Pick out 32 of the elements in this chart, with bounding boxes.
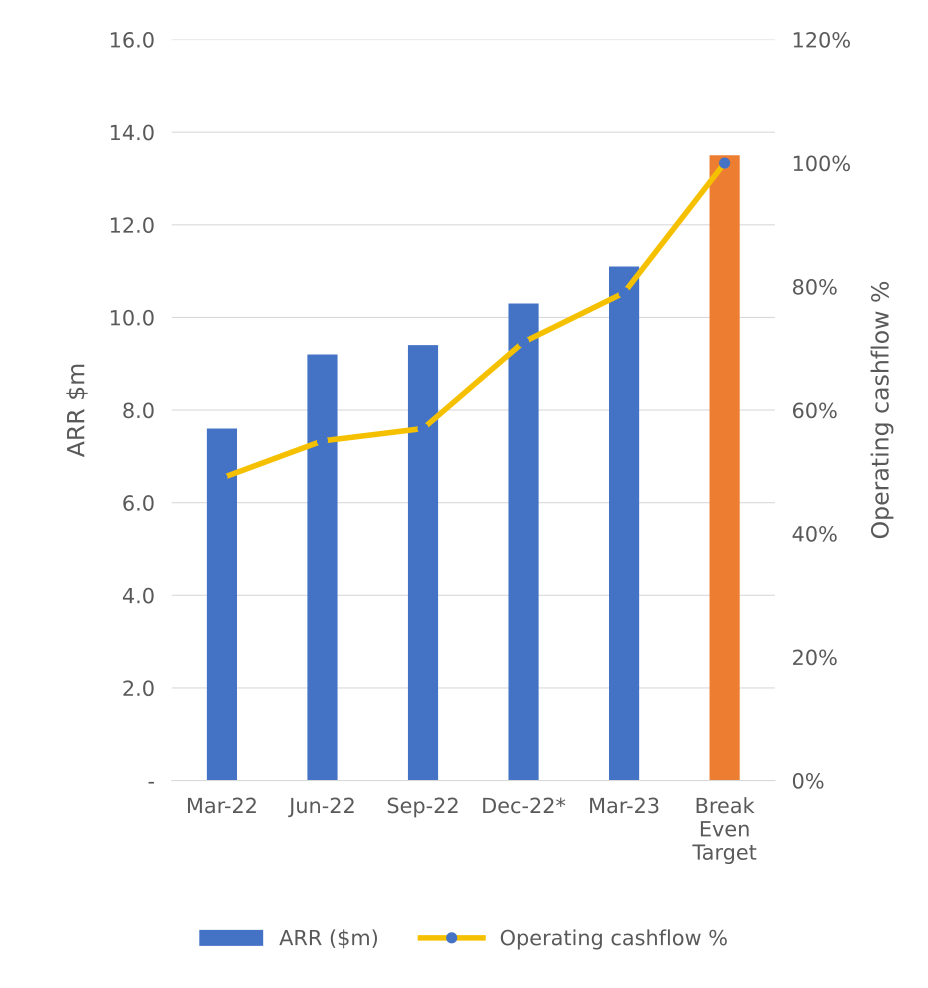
x-tick-label: Jun-22 <box>288 798 354 818</box>
y-tick-label: 2.0 <box>123 680 154 696</box>
bar <box>307 354 338 781</box>
bar <box>408 345 438 781</box>
bar <box>609 266 640 781</box>
x-tick-label: Mar-23 <box>590 798 658 814</box>
y-tick-label: 10.0 <box>110 310 154 326</box>
x-tick-label: Sep-22 <box>388 798 458 818</box>
y2-tick-label: 20% <box>793 649 837 666</box>
y-tick-label: - <box>148 782 154 784</box>
bar <box>206 428 238 781</box>
y-tick-label: 12.0 <box>110 217 154 233</box>
y-tick-label: 14.0 <box>110 124 154 140</box>
y-tick-label: 8.0 <box>123 402 154 418</box>
y-axis-title: ARR $m <box>66 364 88 458</box>
y2-tick-label: 40% <box>792 526 837 542</box>
y-tick-label: 6.0 <box>123 495 154 511</box>
y2-tick-label: 80% <box>792 278 837 295</box>
bar <box>710 155 740 781</box>
y2-tick-label: 60% <box>793 402 837 418</box>
y2-axis-title: Operating cashflow % <box>870 282 894 538</box>
x-tick-label: Dec-22* <box>483 798 566 814</box>
legend-label: Operating cashflow % <box>500 929 727 950</box>
y-tick-label: 16.0 <box>110 32 154 48</box>
y-tick-label: 4.0 <box>122 588 154 604</box>
y2-tick-label: 0% <box>792 772 824 789</box>
x-tick-label: Break Even Target <box>692 797 756 864</box>
y2-tick-label: 120% <box>794 32 850 48</box>
y2-tick-label: 100% <box>794 155 850 172</box>
legend-label: ARR ($m) <box>279 929 377 948</box>
bar <box>508 304 539 781</box>
x-tick-label: Mar-22 <box>188 798 256 814</box>
